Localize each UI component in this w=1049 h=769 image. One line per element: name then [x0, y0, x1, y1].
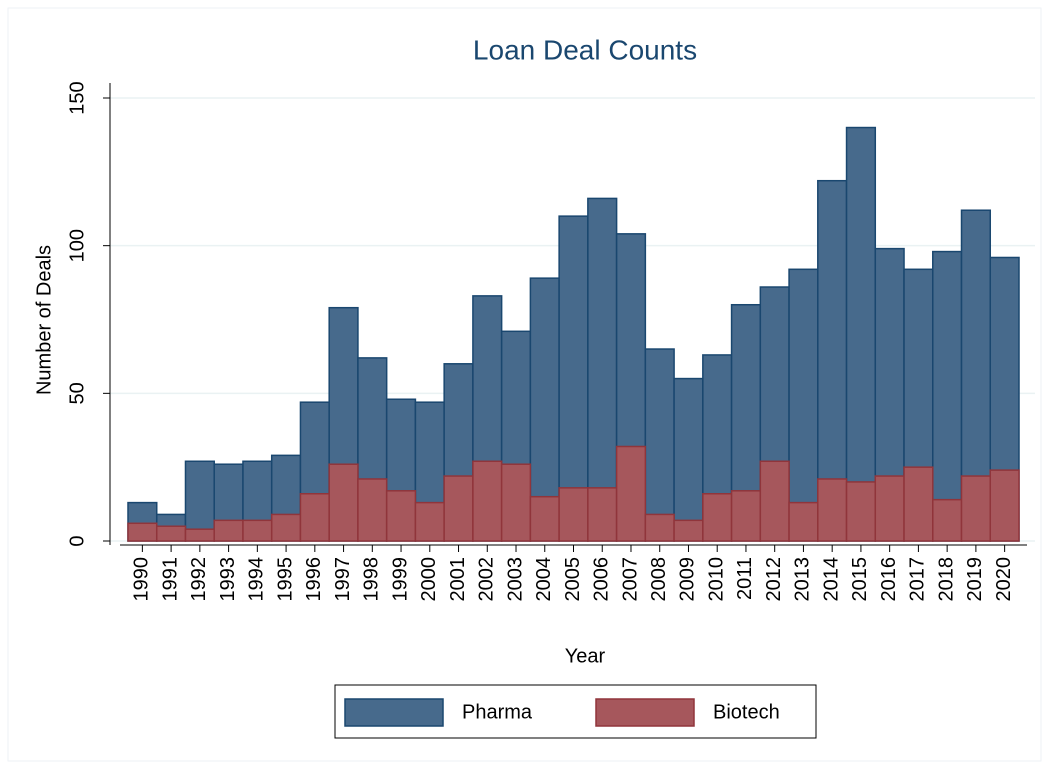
- bar: [932, 250, 963, 542]
- bar: [673, 377, 704, 542]
- bar: [213, 519, 244, 542]
- bar: [874, 475, 905, 542]
- x-tick-label: 2011: [734, 557, 756, 600]
- y-axis-title: Number of Deals: [33, 245, 55, 395]
- y-tick-label: 150: [66, 81, 88, 114]
- x-tick-label: 1990: [131, 557, 153, 602]
- bar: [529, 495, 560, 542]
- x-tick-label: 2018: [935, 557, 957, 602]
- bar: [903, 466, 934, 542]
- legend-label: Biotech: [713, 701, 780, 723]
- x-tick-label: 2014: [820, 557, 842, 602]
- bar: [932, 498, 963, 542]
- chart-title: Loan Deal Counts: [473, 34, 697, 65]
- bar: [788, 501, 819, 542]
- bar: [615, 445, 647, 542]
- x-tick-label: 2005: [562, 557, 584, 602]
- legend-swatch: [344, 698, 444, 727]
- x-tick-label: 1991: [159, 557, 181, 602]
- bar: [270, 513, 302, 542]
- x-tick-label: 2000: [418, 557, 440, 602]
- x-tick-label: 2001: [447, 557, 469, 602]
- bar: [759, 460, 790, 542]
- bar: [702, 492, 733, 542]
- x-tick-label: 2016: [878, 557, 900, 602]
- x-tick-label: 2007: [619, 557, 641, 602]
- bar: [845, 126, 877, 542]
- x-tick-label: 1994: [246, 557, 268, 602]
- bar: [644, 348, 675, 542]
- x-tick-label: 2017: [907, 557, 929, 602]
- bar: [558, 215, 589, 542]
- bar: [443, 475, 474, 542]
- bar: [845, 481, 877, 542]
- bar: [500, 463, 532, 542]
- x-tick-label: 2003: [504, 557, 526, 602]
- x-tick-label: 1995: [274, 557, 296, 602]
- bar: [644, 513, 675, 542]
- bar: [242, 519, 273, 542]
- bar: [155, 525, 187, 542]
- bar: [385, 490, 417, 542]
- legend-swatch: [595, 698, 695, 727]
- bar: [357, 478, 388, 542]
- x-tick-label: 2006: [591, 557, 613, 602]
- x-axis-title: Year: [565, 645, 606, 667]
- bar: [184, 460, 215, 542]
- x-tick-label: 2009: [677, 557, 699, 602]
- bar: [472, 460, 503, 542]
- bar: [299, 492, 330, 542]
- bar: [788, 268, 819, 542]
- y-tick-label: 50: [66, 382, 88, 404]
- bar: [558, 487, 589, 542]
- bar: [989, 469, 1020, 542]
- bar: [414, 501, 445, 542]
- bar: [817, 478, 848, 542]
- x-tick-label: 1998: [361, 557, 383, 602]
- legend-label: Pharma: [462, 701, 533, 723]
- x-tick-label: 1993: [217, 557, 239, 602]
- x-tick-label: 1992: [188, 557, 210, 602]
- bar: [328, 463, 359, 542]
- x-tick-label: 2015: [849, 557, 871, 602]
- x-tick-label: 2013: [792, 557, 814, 602]
- x-tick-label: 2020: [993, 557, 1015, 602]
- bar: [587, 487, 618, 542]
- bar: [184, 528, 215, 542]
- x-tick-label: 2002: [476, 557, 498, 602]
- x-tick-label: 2012: [763, 557, 785, 602]
- x-tick-label: 2019: [964, 557, 986, 602]
- y-tick-label: 0: [66, 535, 88, 546]
- bar: [730, 490, 762, 542]
- bar: [127, 522, 158, 542]
- x-tick-label: 1996: [303, 557, 325, 602]
- x-tick-label: 2008: [648, 557, 670, 602]
- bar: [960, 475, 992, 542]
- x-tick-label: 2004: [533, 557, 555, 602]
- y-tick-label: 100: [66, 229, 88, 262]
- bar: [673, 519, 704, 542]
- x-tick-label: 1997: [332, 557, 354, 602]
- x-tick-label: 1999: [389, 557, 411, 602]
- x-tick-label: 2010: [705, 557, 727, 602]
